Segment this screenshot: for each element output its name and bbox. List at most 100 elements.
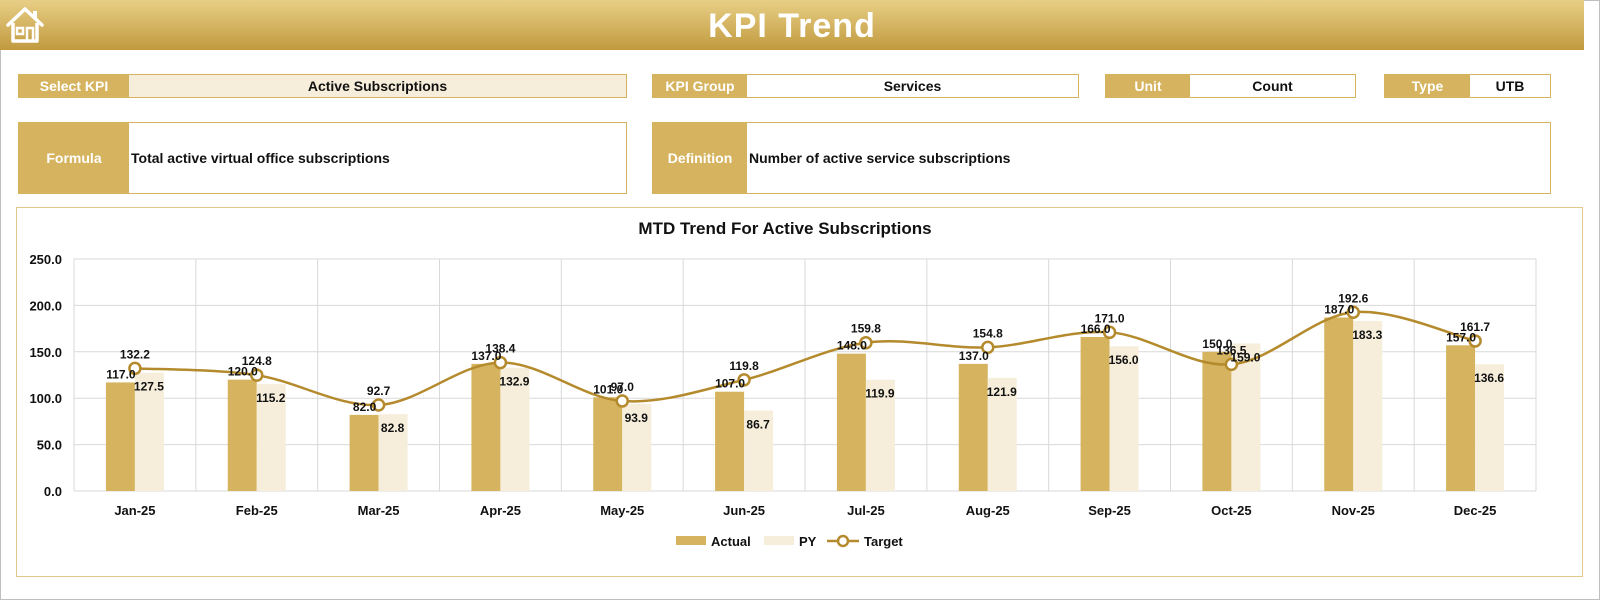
bar-py xyxy=(1353,320,1383,491)
bar-actual xyxy=(593,397,623,491)
definition-value: Number of active service subscriptions xyxy=(749,150,1011,166)
y-tick-label: 100.0 xyxy=(29,391,62,406)
target-marker xyxy=(859,335,873,350)
select-kpi-field: Select KPI Active Subscriptions xyxy=(18,74,627,98)
type-value: UTB xyxy=(1495,78,1525,94)
unit-label: Unit xyxy=(1106,75,1190,97)
legend-label-target: Target xyxy=(864,534,903,549)
data-label-py: 93.9 xyxy=(625,411,649,425)
y-tick-label: 50.0 xyxy=(37,438,62,453)
data-label-py: 86.7 xyxy=(746,418,770,432)
mtd-trend-chart: MTD Trend For Active Subscriptions 0.0 50.… xyxy=(29,219,1537,549)
data-label-target: 136.5 xyxy=(1216,343,1246,357)
x-tick-label: Apr-25 xyxy=(480,503,521,518)
x-tick-label: May-25 xyxy=(600,503,644,518)
formula-value: Total active virtual office subscription… xyxy=(131,150,390,166)
target-marker xyxy=(493,355,508,370)
bar-actual xyxy=(1324,317,1354,491)
legend-swatch-actual xyxy=(676,536,706,545)
data-label-py: 156.0 xyxy=(1109,353,1139,367)
legend-label-py: PY xyxy=(799,534,817,549)
legend-swatch-py xyxy=(764,536,794,545)
bar-actual xyxy=(1202,351,1232,491)
target-marker xyxy=(1346,305,1360,320)
page-title: KPI Trend xyxy=(708,7,876,45)
bar-py xyxy=(1109,346,1139,491)
bar-py xyxy=(378,414,408,491)
y-tick-label: 200.0 xyxy=(29,298,62,313)
bar-actual xyxy=(227,379,257,491)
target-marker xyxy=(615,394,629,408)
target-marker xyxy=(371,398,386,412)
bar-py xyxy=(134,372,164,491)
y-tick-label: 150.0 xyxy=(29,345,62,360)
select-kpi-label: Select KPI xyxy=(19,75,129,97)
bar-actual xyxy=(836,353,866,491)
kpi-group-value: Services xyxy=(883,78,942,94)
data-label-target: 161.7 xyxy=(1460,320,1490,334)
unit-value: Count xyxy=(1252,78,1293,94)
header-bar: KPI Trend xyxy=(0,0,1584,50)
x-tick-label: Jul-25 xyxy=(847,503,885,518)
data-label-py: 183.3 xyxy=(1352,328,1382,342)
data-label-target: 192.6 xyxy=(1338,291,1368,305)
bar-actual xyxy=(1080,336,1110,491)
definition-box: Definition Number of active service subs… xyxy=(652,122,1551,194)
x-tick-label: Oct-25 xyxy=(1211,503,1251,518)
data-label-py: 127.5 xyxy=(134,380,164,394)
data-label-target: 154.8 xyxy=(973,326,1003,340)
data-label-py: 119.9 xyxy=(865,387,895,401)
target-line xyxy=(134,310,1476,407)
target-marker xyxy=(1102,325,1117,340)
data-label-actual: 166.0 xyxy=(1081,322,1111,336)
chart-title: MTD Trend For Active Subscriptions xyxy=(638,219,931,238)
bar-py xyxy=(1475,364,1505,491)
data-label-py: 132.9 xyxy=(499,375,529,389)
data-label-target: 119.8 xyxy=(729,359,759,373)
bar-py xyxy=(500,367,530,491)
unit-field: Unit Count xyxy=(1105,74,1356,98)
data-label-actual: 82.0 xyxy=(353,400,377,414)
data-label-target: 159.8 xyxy=(851,322,881,336)
type-field: Type UTB xyxy=(1384,74,1551,98)
target-marker xyxy=(981,340,995,355)
data-label-target: 124.8 xyxy=(242,354,272,368)
target-marker xyxy=(1468,334,1482,348)
x-tick-label: Nov-25 xyxy=(1332,503,1375,518)
bar-py xyxy=(622,403,652,491)
data-label-actual: 120.0 xyxy=(228,365,258,379)
type-label: Type xyxy=(1385,75,1470,97)
definition-label: Definition xyxy=(653,123,747,193)
bar-actual xyxy=(105,382,135,491)
data-label-target: 171.0 xyxy=(1095,311,1125,325)
bar-py xyxy=(987,377,1017,491)
x-tick-label: Sep-25 xyxy=(1088,503,1131,518)
bar-py xyxy=(256,384,286,491)
x-tick-label: Dec-25 xyxy=(1454,503,1497,518)
data-label-target: 97.0 xyxy=(611,380,635,394)
data-label-py: 136.6 xyxy=(1474,371,1504,385)
bar-py xyxy=(865,379,895,491)
bar-actual xyxy=(471,363,501,491)
bar-actual xyxy=(1446,345,1476,491)
data-label-py: 115.2 xyxy=(256,391,286,405)
x-tick-label: Aug-25 xyxy=(966,503,1010,518)
data-label-py: 82.8 xyxy=(381,421,405,435)
data-label-actual: 150.0 xyxy=(1202,337,1232,351)
formula-box: Formula Total active virtual office subs… xyxy=(18,122,627,194)
kpi-group-label: KPI Group xyxy=(653,75,747,97)
data-label-actual: 117.0 xyxy=(106,367,136,381)
data-label-target: 92.7 xyxy=(367,384,391,398)
x-tick-label: Feb-25 xyxy=(236,503,278,518)
data-label-target: 138.4 xyxy=(485,342,515,356)
select-kpi-dropdown[interactable]: Active Subscriptions xyxy=(129,75,626,97)
legend-label-actual: Actual xyxy=(711,534,751,549)
data-label-py: 159.0 xyxy=(1230,350,1260,364)
y-tick-label: 250.0 xyxy=(29,252,62,267)
data-label-actual: 148.0 xyxy=(837,339,867,353)
bar-py xyxy=(744,410,774,491)
bar-actual xyxy=(349,414,379,491)
target-marker xyxy=(250,368,264,382)
home-icon[interactable] xyxy=(4,4,46,46)
data-label-target: 132.2 xyxy=(120,347,150,361)
